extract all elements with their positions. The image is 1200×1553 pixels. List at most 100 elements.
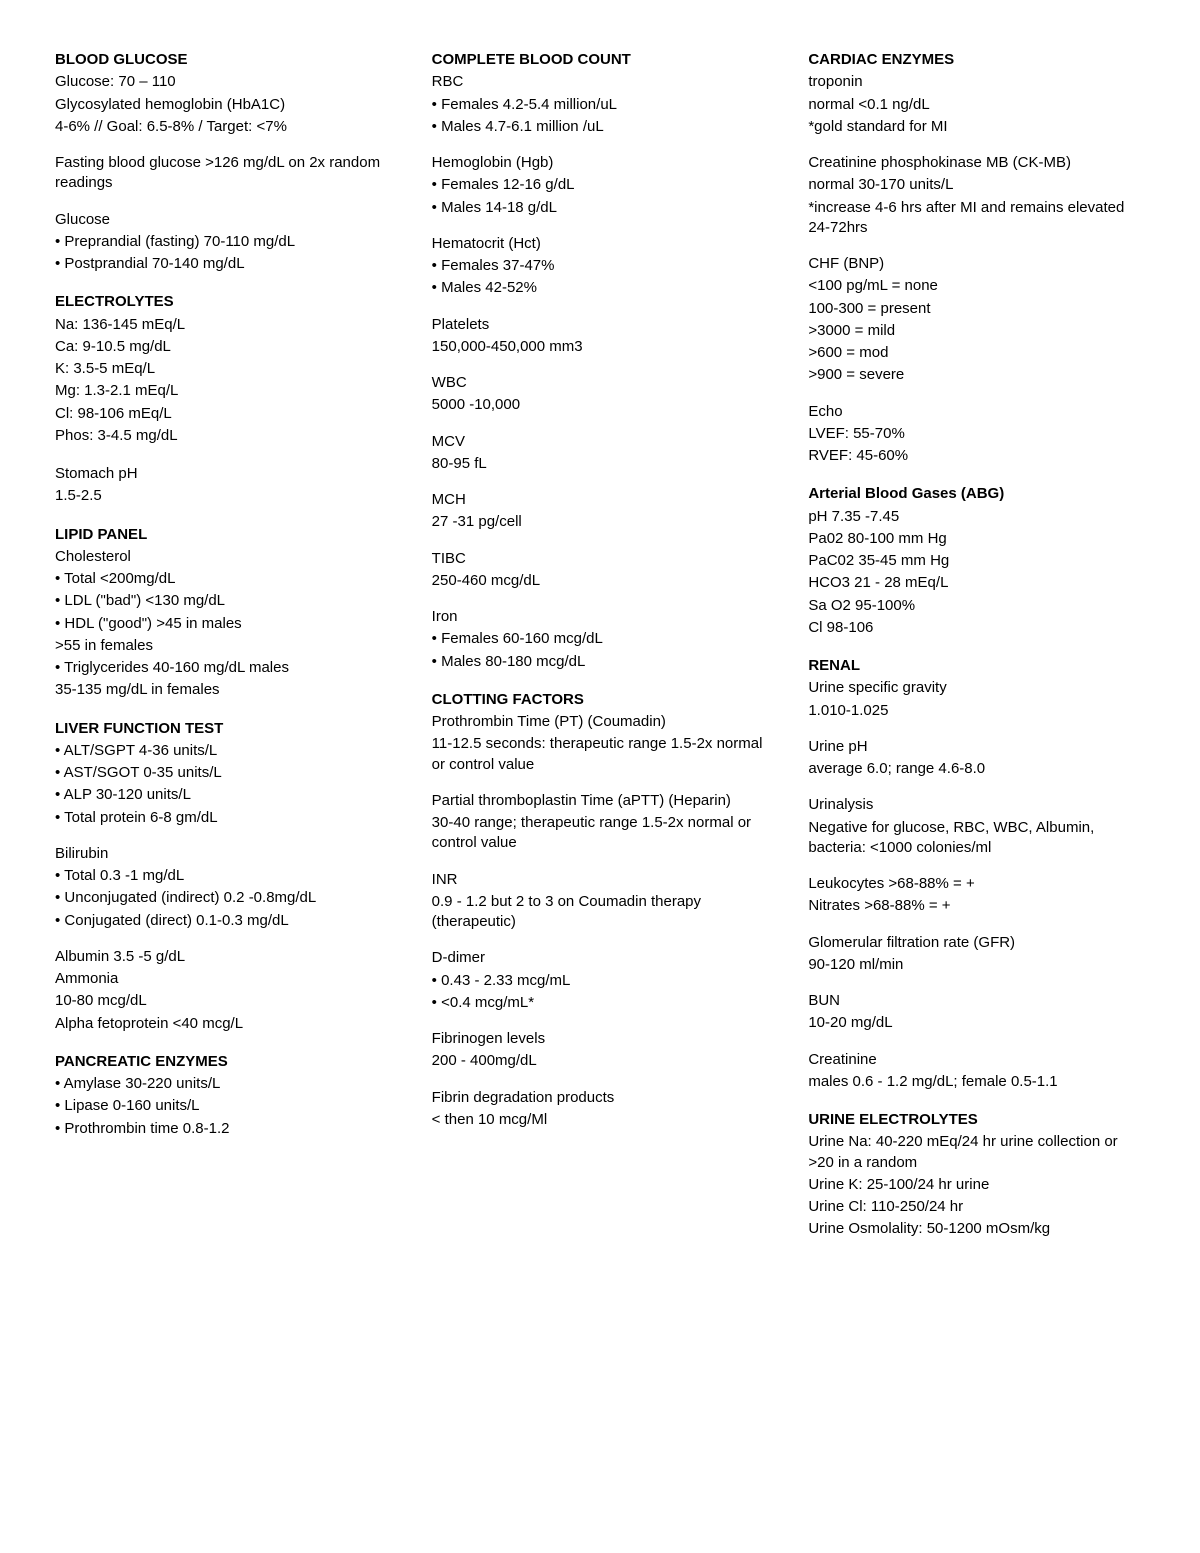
section-electrolytes: ELECTROLYTES Na: 136-145 mEq/L Ca: 9-10.… [55, 292, 392, 446]
text-line: Fasting blood glucose >126 mg/dL on 2x r… [55, 153, 392, 194]
text-line: Mg: 1.3-2.1 mEq/L [55, 381, 392, 401]
text-line: • HDL ("good") >45 in males [55, 614, 392, 634]
text-line: • AST/SGOT 0-35 units/L [55, 763, 392, 783]
text-line: • Triglycerides 40-160 mg/dL males [55, 658, 392, 678]
heading-lipid-panel: LIPID PANEL [55, 525, 392, 545]
text-line: • Females 12-16 g/dL [432, 175, 769, 195]
text-line: • Total protein 6-8 gm/dL [55, 808, 392, 828]
text-line: INR [432, 870, 769, 890]
text-line: Urine Osmolality: 50-1200 mOsm/kg [808, 1219, 1145, 1239]
text-line: Hemoglobin (Hgb) [432, 153, 769, 173]
document-columns: BLOOD GLUCOSE Glucose: 70 – 110 Glycosyl… [55, 50, 1145, 1258]
column-1: BLOOD GLUCOSE Glucose: 70 – 110 Glycosyl… [55, 50, 392, 1258]
text-line: • Total 0.3 -1 mg/dL [55, 866, 392, 886]
heading-cbc: COMPLETE BLOOD COUNT [432, 50, 769, 70]
text-line: *gold standard for MI [808, 117, 1145, 137]
text-line: • Females 60-160 mcg/dL [432, 629, 769, 649]
text-line: Urine Cl: 110-250/24 hr [808, 1197, 1145, 1217]
text-line: troponin [808, 72, 1145, 92]
text-line: • ALP 30-120 units/L [55, 785, 392, 805]
text-line: • Lipase 0-160 units/L [55, 1096, 392, 1116]
text-line: 5000 -10,000 [432, 395, 769, 415]
text-line: 200 - 400mg/dL [432, 1051, 769, 1071]
text-line: Platelets [432, 315, 769, 335]
text-line: Leukocytes >68-88% = + [808, 874, 1145, 894]
heading-abg: Arterial Blood Gases (ABG) [808, 484, 1145, 504]
section-liver-function: LIVER FUNCTION TEST • ALT/SGPT 4-36 unit… [55, 719, 392, 1034]
text-line: normal <0.1 ng/dL [808, 95, 1145, 115]
text-line: • Amylase 30-220 units/L [55, 1074, 392, 1094]
text-line: 80-95 fL [432, 454, 769, 474]
text-line: Fibrin degradation products [432, 1088, 769, 1108]
text-line: Cholesterol [55, 547, 392, 567]
text-line: LVEF: 55-70% [808, 424, 1145, 444]
text-line: WBC [432, 373, 769, 393]
text-line: • Conjugated (direct) 0.1-0.3 mg/dL [55, 911, 392, 931]
text-line: • Total <200mg/dL [55, 569, 392, 589]
text-line: Ca: 9-10.5 mg/dL [55, 337, 392, 357]
text-line: 27 -31 pg/cell [432, 512, 769, 532]
text-line: • LDL ("bad") <130 mg/dL [55, 591, 392, 611]
section-renal: RENAL Urine specific gravity 1.010-1.025… [808, 656, 1145, 1092]
text-line: Bilirubin [55, 844, 392, 864]
text-line: 30-40 range; therapeutic range 1.5-2x no… [432, 813, 769, 854]
heading-renal: RENAL [808, 656, 1145, 676]
text-line: • Females 37-47% [432, 256, 769, 276]
text-line: • 0.43 - 2.33 mcg/mL [432, 971, 769, 991]
text-line: 11-12.5 seconds: therapeutic range 1.5-2… [432, 734, 769, 775]
text-line: Urine Na: 40-220 mEq/24 hr urine collect… [808, 1132, 1145, 1173]
text-line: 1.010-1.025 [808, 701, 1145, 721]
text-line: Negative for glucose, RBC, WBC, Albumin,… [808, 818, 1145, 859]
text-line: Urine specific gravity [808, 678, 1145, 698]
text-line: PaC02 35-45 mm Hg [808, 551, 1145, 571]
text-line: HCO3 21 - 28 mEq/L [808, 573, 1145, 593]
text-line: BUN [808, 991, 1145, 1011]
text-line: Nitrates >68-88% = + [808, 896, 1145, 916]
text-line: Creatinine [808, 1050, 1145, 1070]
text-line: Urine pH [808, 737, 1145, 757]
heading-liver-function: LIVER FUNCTION TEST [55, 719, 392, 739]
text-line: Echo [808, 402, 1145, 422]
text-line: >3000 = mild [808, 321, 1145, 341]
text-line: CHF (BNP) [808, 254, 1145, 274]
text-line: Cl: 98-106 mEq/L [55, 404, 392, 424]
text-line: 35-135 mg/dL in females [55, 680, 392, 700]
text-line: • Males 42-52% [432, 278, 769, 298]
text-line: Phos: 3-4.5 mg/dL [55, 426, 392, 446]
section-urine-electrolytes: URINE ELECTROLYTES Urine Na: 40-220 mEq/… [808, 1110, 1145, 1240]
text-line: Na: 136-145 mEq/L [55, 315, 392, 335]
text-line: Glucose [55, 210, 392, 230]
text-line: >600 = mod [808, 343, 1145, 363]
heading-urine-electrolytes: URINE ELECTROLYTES [808, 1110, 1145, 1130]
text-line: Urinalysis [808, 795, 1145, 815]
text-line: Partial thromboplastin Time (aPTT) (Hepa… [432, 791, 769, 811]
text-line: MCH [432, 490, 769, 510]
section-pancreatic: PANCREATIC ENZYMES • Amylase 30-220 unit… [55, 1052, 392, 1139]
text-line: 100-300 = present [808, 299, 1145, 319]
text-line: D-dimer [432, 948, 769, 968]
text-line: • Prothrombin time 0.8-1.2 [55, 1119, 392, 1139]
text-line: >55 in females [55, 636, 392, 656]
section-lipid-panel: LIPID PANEL Cholesterol • Total <200mg/d… [55, 525, 392, 701]
text-line: Urine K: 25-100/24 hr urine [808, 1175, 1145, 1195]
text-line: • Postprandial 70-140 mg/dL [55, 254, 392, 274]
text-line: • Males 80-180 mcg/dL [432, 652, 769, 672]
text-line: pH 7.35 -7.45 [808, 507, 1145, 527]
text-line: TIBC [432, 549, 769, 569]
text-line: Sa O2 95-100% [808, 596, 1145, 616]
text-line: Glomerular filtration rate (GFR) [808, 933, 1145, 953]
section-stomach-ph: Stomach pH 1.5-2.5 [55, 464, 392, 507]
text-line: K: 3.5-5 mEq/L [55, 359, 392, 379]
text-line: • <0.4 mcg/mL* [432, 993, 769, 1013]
section-blood-glucose: BLOOD GLUCOSE Glucose: 70 – 110 Glycosyl… [55, 50, 392, 274]
text-line: 1.5-2.5 [55, 486, 392, 506]
text-line: Glucose: 70 – 110 [55, 72, 392, 92]
text-line: 4-6% // Goal: 6.5-8% / Target: <7% [55, 117, 392, 137]
text-line: normal 30-170 units/L [808, 175, 1145, 195]
text-line: Creatinine phosphokinase MB (CK-MB) [808, 153, 1145, 173]
text-line: Ammonia [55, 969, 392, 989]
text-line: Hematocrit (Hct) [432, 234, 769, 254]
text-line: • Males 4.7-6.1 million /uL [432, 117, 769, 137]
text-line: Glycosylated hemoglobin (HbA1C) [55, 95, 392, 115]
text-line: average 6.0; range 4.6-8.0 [808, 759, 1145, 779]
